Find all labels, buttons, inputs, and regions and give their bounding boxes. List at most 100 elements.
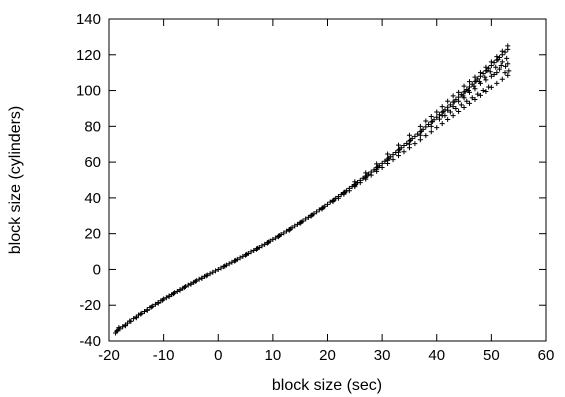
- data-point: [428, 123, 434, 129]
- data-point: [483, 77, 489, 83]
- data-point: [240, 253, 246, 259]
- data-point: [150, 303, 156, 309]
- data-point: [259, 243, 265, 249]
- data-point: [375, 164, 381, 170]
- data-point: [445, 107, 451, 113]
- data-point: [436, 112, 442, 118]
- data-point: [426, 122, 432, 128]
- data-point: [133, 315, 139, 321]
- data-point: [417, 137, 423, 143]
- data-point: [138, 311, 144, 317]
- data-point: [476, 79, 482, 85]
- data-point: [482, 74, 488, 80]
- y-tick-label: 0: [93, 261, 101, 278]
- data-point: [144, 307, 150, 313]
- data-point: [465, 88, 471, 94]
- data-point: [305, 214, 311, 220]
- data-point: [244, 251, 250, 257]
- data-point: [412, 133, 418, 139]
- data-point: [491, 60, 497, 66]
- data-point: [450, 113, 456, 119]
- data-point: [213, 268, 219, 274]
- data-point: [203, 273, 209, 279]
- data-point: [287, 226, 293, 232]
- data-point: [401, 142, 407, 148]
- data-point: [406, 132, 412, 138]
- data-point: [445, 117, 451, 123]
- data-point: [325, 201, 330, 207]
- data-point: [233, 257, 239, 263]
- x-tick-label: 40: [428, 347, 445, 364]
- data-point: [273, 235, 279, 241]
- data-point: [207, 271, 213, 277]
- data-point: [506, 68, 512, 74]
- data-point: [314, 209, 320, 215]
- data-point: [309, 212, 315, 218]
- x-tick-label: 30: [374, 347, 391, 364]
- data-point: [450, 93, 456, 99]
- data-point: [440, 109, 446, 115]
- data-point: [275, 234, 281, 240]
- x-tick-label: 10: [265, 347, 282, 364]
- data-point: [494, 54, 500, 60]
- data-point: [226, 261, 232, 267]
- data-point: [423, 118, 429, 124]
- data-point: [450, 104, 456, 110]
- y-axis: -40 -20 0 20 40 60 80 100 120 140: [76, 11, 546, 350]
- data-point: [251, 247, 257, 253]
- data-point: [423, 124, 429, 130]
- data-point: [460, 93, 466, 99]
- data-point: [497, 66, 503, 72]
- data-point: [374, 161, 380, 167]
- data-point: [472, 97, 478, 102]
- data-point: [396, 149, 402, 155]
- data-point: [303, 216, 309, 222]
- data-point: [353, 181, 359, 187]
- data-point: [243, 252, 249, 258]
- data-point: [390, 157, 396, 163]
- data-point: [467, 100, 473, 106]
- data-point: [284, 228, 290, 234]
- data-point: [447, 102, 453, 108]
- data-point: [174, 288, 180, 294]
- data-point: [483, 64, 489, 70]
- data-point: [447, 109, 453, 115]
- data-point: [480, 88, 486, 94]
- y-tick-label: 120: [76, 47, 101, 64]
- data-point: [434, 125, 440, 131]
- y-tick-label: -20: [79, 297, 101, 314]
- data-point: [505, 61, 511, 67]
- data-point: [484, 68, 490, 74]
- data-point: [292, 223, 298, 229]
- data-point: [382, 158, 388, 164]
- data-point: [423, 133, 429, 139]
- data-point: [456, 89, 462, 95]
- data-point: [390, 152, 396, 158]
- data-point: [155, 300, 161, 306]
- data-point: [483, 88, 489, 94]
- y-tick-label: 100: [76, 83, 101, 100]
- data-point: [131, 316, 137, 322]
- data-point: [135, 312, 141, 318]
- data-point: [127, 318, 133, 324]
- data-point: [453, 105, 459, 111]
- data-point: [385, 151, 391, 157]
- data-point: [170, 291, 176, 297]
- data-point: [281, 230, 287, 236]
- data-point: [418, 128, 424, 134]
- data-point: [472, 79, 478, 85]
- x-tick-label: 20: [319, 347, 336, 364]
- data-point: [472, 86, 478, 92]
- data-point: [428, 113, 434, 119]
- x-axis-title: block size (sec): [272, 377, 382, 394]
- data-point: [152, 301, 158, 307]
- data-point: [503, 63, 509, 69]
- y-tick-label: 60: [84, 154, 101, 171]
- data-point: [264, 240, 270, 246]
- y-tick-label: 40: [84, 190, 101, 207]
- data-point: [149, 304, 155, 310]
- data-point: [475, 91, 481, 97]
- data-point: [266, 239, 272, 245]
- data-point: [122, 323, 128, 329]
- data-point: [396, 142, 402, 148]
